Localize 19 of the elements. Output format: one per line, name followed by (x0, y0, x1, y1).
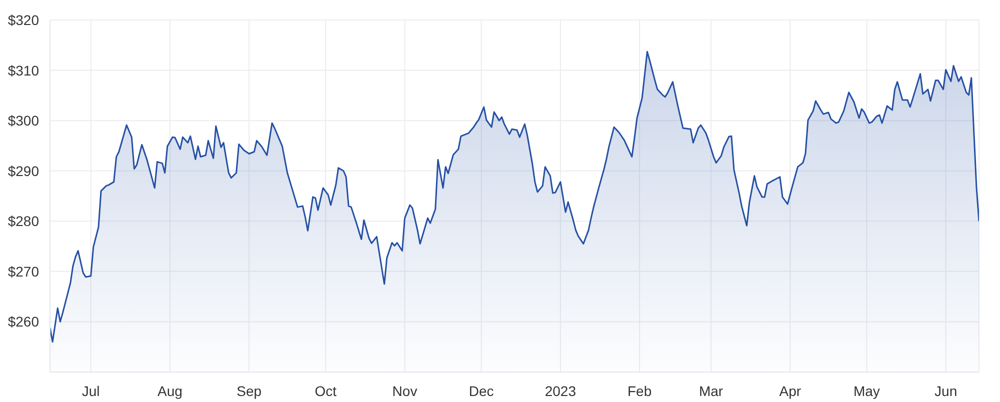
y-tick-label: $280 (8, 213, 40, 230)
x-tick-label: Feb (627, 382, 652, 399)
y-tick-label: $290 (8, 162, 40, 179)
x-tick-label: Nov (392, 382, 418, 399)
x-tick-label: Oct (314, 382, 337, 399)
x-tick-label: Jun (934, 382, 958, 399)
x-tick-label: 2023 (544, 382, 576, 399)
y-tick-label: $270 (8, 263, 40, 280)
x-tick-label: Sep (236, 382, 262, 399)
x-tick-label: May (853, 382, 880, 399)
x-tick-label: Mar (698, 382, 724, 399)
y-tick-label: $320 (8, 12, 40, 28)
x-tick-label: Aug (157, 382, 182, 399)
x-tick-label: Apr (779, 382, 802, 399)
x-tick-label: Dec (468, 382, 494, 399)
y-tick-label: $260 (8, 314, 40, 330)
x-tick-label: Jul (82, 382, 100, 399)
y-tick-label: $310 (8, 62, 40, 78)
y-tick-label: $300 (8, 112, 40, 129)
